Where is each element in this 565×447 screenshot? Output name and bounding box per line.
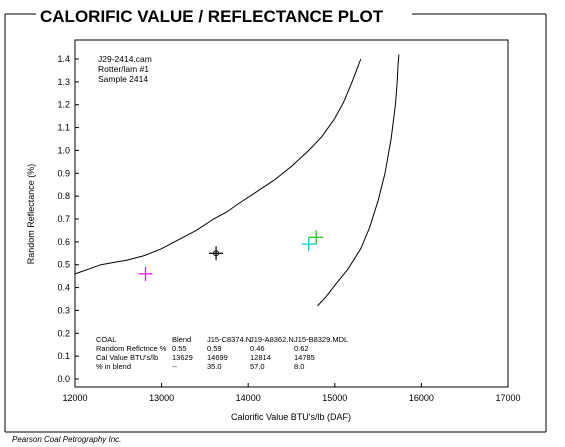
y-tick-label: 1.2: [57, 100, 70, 110]
x-axis-label: Calorific Value BTU's/lb (DAF): [231, 412, 351, 422]
legend-cell: 14785: [294, 353, 315, 362]
legend-header-cell: J15-C8374.N: [207, 335, 251, 344]
legend-cell: 0.55: [172, 344, 187, 353]
legend-cell: Cal Value BTU's/lb: [96, 353, 158, 362]
y-tick-label: 1.4: [57, 54, 70, 64]
y-tick-label: 0.5: [57, 260, 70, 270]
marker-ring: [213, 250, 220, 257]
y-axis-label: Random Reflectance (%): [26, 164, 36, 265]
annotation-line-2: Sample 2414: [98, 74, 148, 84]
x-tick-label: 13000: [149, 393, 174, 403]
y-tick-label: 1.1: [57, 123, 70, 133]
y-tick-label: 0.2: [57, 328, 70, 338]
legend-cell: 8.0: [294, 362, 304, 371]
reference-curve-1: [317, 54, 400, 307]
legend-cell: 0.46: [250, 344, 265, 353]
y-tick-label: 0.7: [57, 214, 70, 224]
x-axis: 12000 13000 14000 15000 16000 17000: [62, 383, 521, 403]
x-tick-label: 12000: [62, 393, 87, 403]
y-tick-label: 0.6: [57, 237, 70, 247]
legend-cell: 12814: [250, 353, 271, 362]
y-tick-label: 0.1: [57, 351, 70, 361]
y-tick-label: 1.0: [57, 145, 70, 155]
x-tick-label: 14000: [236, 393, 261, 403]
y-tick-label: 0.3: [57, 305, 70, 315]
reference-curves: [74, 54, 400, 307]
y-tick-label: 0.8: [57, 191, 70, 201]
footer-credit: Pearson Coal Petrography Inc.: [12, 435, 121, 444]
x-tick-label: 16000: [409, 393, 434, 403]
marker-2: [138, 266, 153, 281]
legend-cell: Random Reflctnce %: [96, 344, 167, 353]
annotation-line-0: J29-2414.cam: [98, 54, 152, 64]
x-tick-label: 17000: [495, 393, 520, 403]
marker-3: [309, 230, 324, 245]
legend-cell: 57.0: [250, 362, 265, 371]
legend-cell: 35.0: [207, 362, 222, 371]
marker-0: [209, 246, 224, 261]
data-markers: [138, 230, 324, 281]
y-tick-label: 1.3: [57, 77, 70, 87]
x-tick-label: 15000: [322, 393, 347, 403]
legend-header-cell: COAL: [96, 335, 116, 344]
legend-header-cell: Blend: [172, 335, 191, 344]
y-tick-label: 0.0: [57, 374, 70, 384]
plot-frame: [74, 39, 509, 388]
marker-1: [301, 237, 316, 252]
legend-cell: 13629: [172, 353, 193, 362]
sample-annotation: J29-2414.cam Rotter/lam #1 Sample 2414: [98, 54, 152, 84]
legend-header-cell: J15-B8329.MDL: [294, 335, 348, 344]
legend-cell: 0.59: [207, 344, 222, 353]
y-tick-label: 0.4: [57, 283, 70, 293]
chart-title: CALORIFIC VALUE / REFLECTANCE PLOT: [40, 7, 384, 26]
legend-cell: --: [172, 362, 177, 371]
legend-cell: 14699: [207, 353, 228, 362]
legend-cell: 0.62: [294, 344, 309, 353]
reference-curve-0: [74, 58, 362, 275]
annotation-line-1: Rotter/lam #1: [98, 64, 149, 74]
legend-header-cell: J19-A8362.N: [250, 335, 294, 344]
y-tick-label: 0.9: [57, 168, 70, 178]
y-axis: 0.0 0.1 0.2 0.3 0.4 0.5 0.6 0.7 0.8 0.9 1.0 1.1 1.2 1…: [57, 54, 79, 384]
legend-cell: % in blend: [96, 362, 131, 371]
